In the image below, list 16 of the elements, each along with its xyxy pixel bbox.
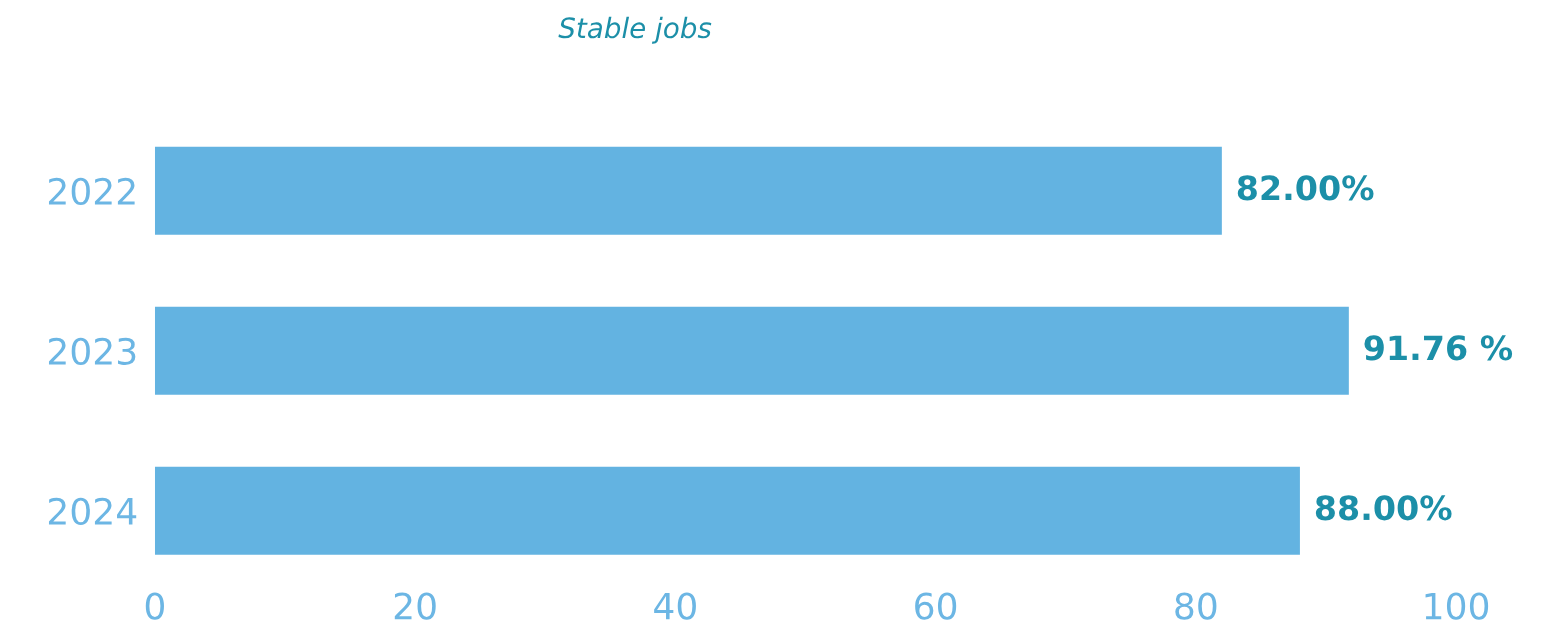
bar <box>154 146 1222 235</box>
bar <box>154 306 1349 395</box>
data-label: 88.00% <box>1315 495 1452 521</box>
x-tick-label: 80 <box>1175 592 1217 620</box>
x-tick-label: 0 <box>145 592 164 620</box>
y-tick-label: 2024 <box>48 497 137 525</box>
x-tick-label: 40 <box>654 592 696 620</box>
y-tick-label: 2023 <box>48 337 136 365</box>
chart-title: Stable jobs <box>558 16 712 44</box>
data-label: 91.76 % <box>1364 335 1513 361</box>
x-tick-label: 60 <box>915 592 957 620</box>
bar <box>154 466 1300 555</box>
data-label: 82.00% <box>1237 175 1374 201</box>
x-tick-label: 100 <box>1425 592 1489 620</box>
x-tick-label: 20 <box>394 592 436 620</box>
y-tick-label: 2022 <box>48 177 135 206</box>
